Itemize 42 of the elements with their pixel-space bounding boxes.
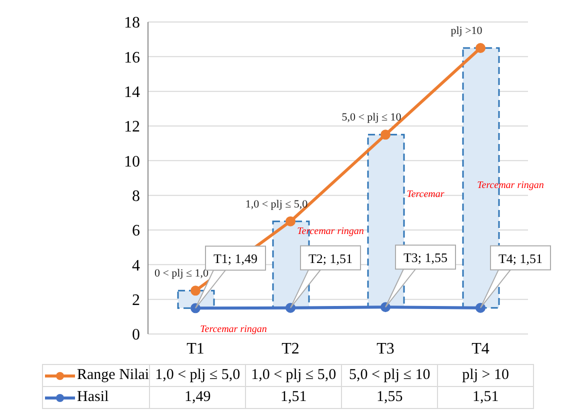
point — [476, 43, 486, 53]
data-label: 1,51 — [438, 386, 534, 408]
annotation: T2; 1,51 — [308, 250, 353, 266]
x-tick-label: T4 — [472, 340, 490, 358]
annotation: Tercemar ringan — [477, 180, 544, 191]
y-tick-label: 14 — [124, 84, 140, 102]
annotation: 5,0 < plj ≤ 10 — [342, 112, 402, 124]
text: 1,0 < plj ≤ 5,0 — [150, 364, 246, 386]
y-tick-label: 10 — [124, 153, 140, 170]
annotation: T3; 1,55 — [403, 250, 448, 266]
point — [286, 216, 296, 226]
y-tick-label: 6 — [132, 222, 140, 240]
annotation: T1; 1,49 — [213, 251, 258, 266]
x-tick-label: T2 — [282, 340, 300, 358]
y-tick-label: 4 — [132, 257, 140, 274]
annotation: plj >10 — [450, 25, 483, 37]
point — [190, 286, 200, 296]
callout-box: T4; 1,51 — [480, 245, 551, 308]
point — [380, 130, 390, 140]
y-tick-label: 18 — [124, 14, 140, 32]
data-label: 1,49 — [150, 386, 246, 408]
y-tick-label: 2 — [132, 292, 140, 310]
callout-box: T3; 1,55 — [385, 244, 456, 308]
y-tick-label: 8 — [132, 188, 140, 206]
text: 5,0 < plj ≤ 10 — [342, 364, 438, 386]
data-label: 1,51 — [246, 386, 342, 408]
data-label: 1,55 — [342, 386, 438, 408]
annotation: 1,0 < plj ≤ 5,0 — [245, 198, 308, 210]
text: 1,0 < plj ≤ 5,0 — [246, 364, 342, 386]
annotation: Tercemar ringan — [200, 324, 267, 336]
annotation: Tercemar — [406, 189, 444, 200]
x-tick-label: T3 — [376, 340, 394, 358]
legend-label: Range Nilai — [42, 364, 150, 386]
callout-box: T2; 1,51 — [290, 245, 361, 308]
annotation: T4; 1,51 — [498, 250, 543, 266]
y-tick-label: 0 — [132, 326, 140, 344]
text: plj > 10 — [438, 364, 534, 386]
x-tick-label: T1 — [186, 340, 204, 358]
y-tick-label: 16 — [124, 49, 140, 66]
y-tick-label: 12 — [124, 118, 140, 136]
legend-label: Hasil — [42, 386, 150, 408]
annotation: 0 < plj ≤ 1,0 — [154, 268, 210, 280]
